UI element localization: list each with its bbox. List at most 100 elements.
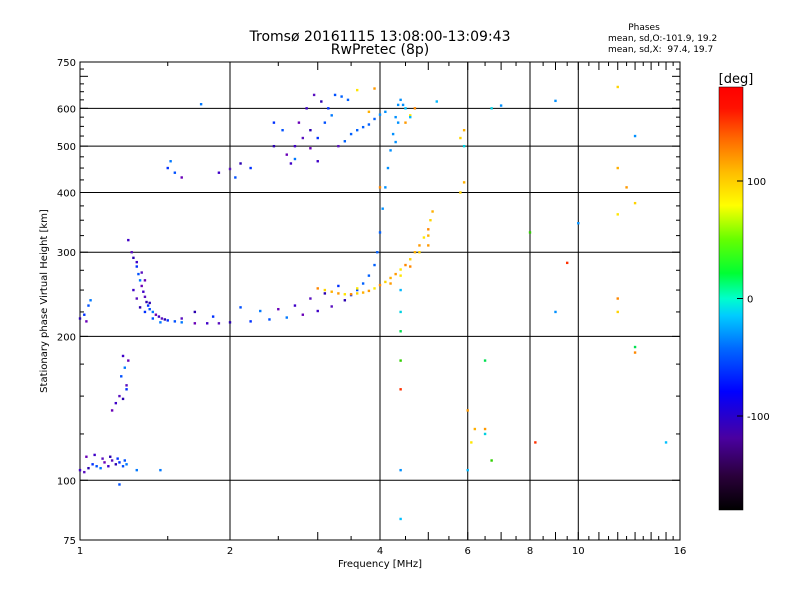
data-point <box>381 207 384 210</box>
data-point <box>565 261 569 265</box>
data-point <box>95 465 98 468</box>
data-point <box>132 288 135 292</box>
data-point <box>259 309 262 313</box>
chart-subtitle: RwPretec (8p) <box>331 42 429 58</box>
data-point <box>422 236 426 239</box>
colorbar-tick-label: 0 <box>747 295 753 306</box>
data-point <box>85 320 88 323</box>
data-point <box>118 483 121 486</box>
x-tick-label: 2 <box>227 546 233 557</box>
data-point <box>490 459 493 462</box>
data-point <box>135 265 138 268</box>
colorbar: [deg] -100 0 100 <box>719 72 770 511</box>
data-point <box>87 304 90 307</box>
data-point <box>330 114 333 117</box>
data-point <box>89 299 92 302</box>
data-point <box>173 171 177 174</box>
data-point <box>355 128 359 132</box>
data-point <box>349 293 353 296</box>
phase-stats-o: mean, sd,O:-101.9, 19.2 <box>608 34 717 44</box>
data-point <box>180 317 183 320</box>
colorbar-label: [deg] <box>719 72 754 87</box>
data-point <box>337 144 340 148</box>
data-point <box>211 315 215 318</box>
data-point <box>109 455 112 458</box>
data-point <box>427 244 430 247</box>
data-point <box>418 251 421 254</box>
colorbar-ticks <box>737 180 743 417</box>
data-point <box>249 166 252 170</box>
data-point <box>396 103 400 107</box>
data-point <box>305 107 308 110</box>
data-point <box>118 394 121 398</box>
data-point <box>123 459 126 462</box>
data-point <box>316 136 319 140</box>
data-point <box>394 140 397 144</box>
data-point <box>99 466 102 470</box>
data-point <box>616 213 619 216</box>
data-point <box>121 465 125 468</box>
data-point <box>633 351 637 354</box>
data-point <box>323 288 327 292</box>
data-point <box>427 234 430 237</box>
data-point <box>239 306 242 309</box>
data-point <box>217 171 221 174</box>
data-point <box>409 258 412 261</box>
data-point <box>228 167 232 171</box>
data-point <box>143 279 147 282</box>
data-point <box>268 318 271 321</box>
data-point <box>135 468 138 472</box>
data-point <box>272 144 276 148</box>
data-point <box>355 88 359 92</box>
y-tick-label: 300 <box>57 248 76 259</box>
data-point <box>301 313 305 316</box>
x-axis: 1 2 4 6 8 10 16 Frequency [MHz] <box>77 546 687 570</box>
data-point <box>309 297 312 300</box>
data-point <box>289 162 293 165</box>
data-point <box>343 140 347 143</box>
data-point <box>355 287 359 290</box>
data-point <box>394 115 397 119</box>
data-point <box>285 316 288 319</box>
data-point <box>138 306 142 309</box>
axis-ticks <box>79 61 681 541</box>
data-point <box>121 354 125 358</box>
data-point <box>333 93 337 97</box>
data-point <box>110 409 114 412</box>
data-point <box>378 283 382 287</box>
x-tick-label: 16 <box>674 546 687 557</box>
data-point <box>159 468 162 472</box>
data-point <box>367 110 371 114</box>
data-point <box>616 85 619 89</box>
data-point <box>160 317 164 320</box>
data-point <box>554 99 557 103</box>
data-point <box>337 284 340 288</box>
grid <box>80 62 680 540</box>
data-point <box>217 322 221 325</box>
data-point <box>309 128 312 132</box>
data-point <box>272 121 276 124</box>
data-point <box>312 93 316 97</box>
data-point <box>118 461 121 464</box>
data-point <box>154 313 158 316</box>
data-point <box>404 263 407 267</box>
data-point <box>323 121 327 124</box>
data-point <box>470 441 473 444</box>
data-point <box>386 166 390 170</box>
data-point <box>107 465 110 468</box>
data-point <box>483 432 487 436</box>
y-tick-label: 400 <box>57 188 76 199</box>
data-point <box>399 330 402 333</box>
data-point <box>316 160 319 163</box>
data-point <box>91 463 94 466</box>
data-point <box>462 128 466 132</box>
data-point <box>473 427 477 431</box>
data-point <box>376 251 379 254</box>
data-point <box>323 292 327 295</box>
data-point <box>101 457 104 460</box>
data-point <box>127 238 130 242</box>
data-point <box>462 181 466 184</box>
data-point <box>114 463 118 466</box>
x-tick-label: 6 <box>465 546 471 557</box>
